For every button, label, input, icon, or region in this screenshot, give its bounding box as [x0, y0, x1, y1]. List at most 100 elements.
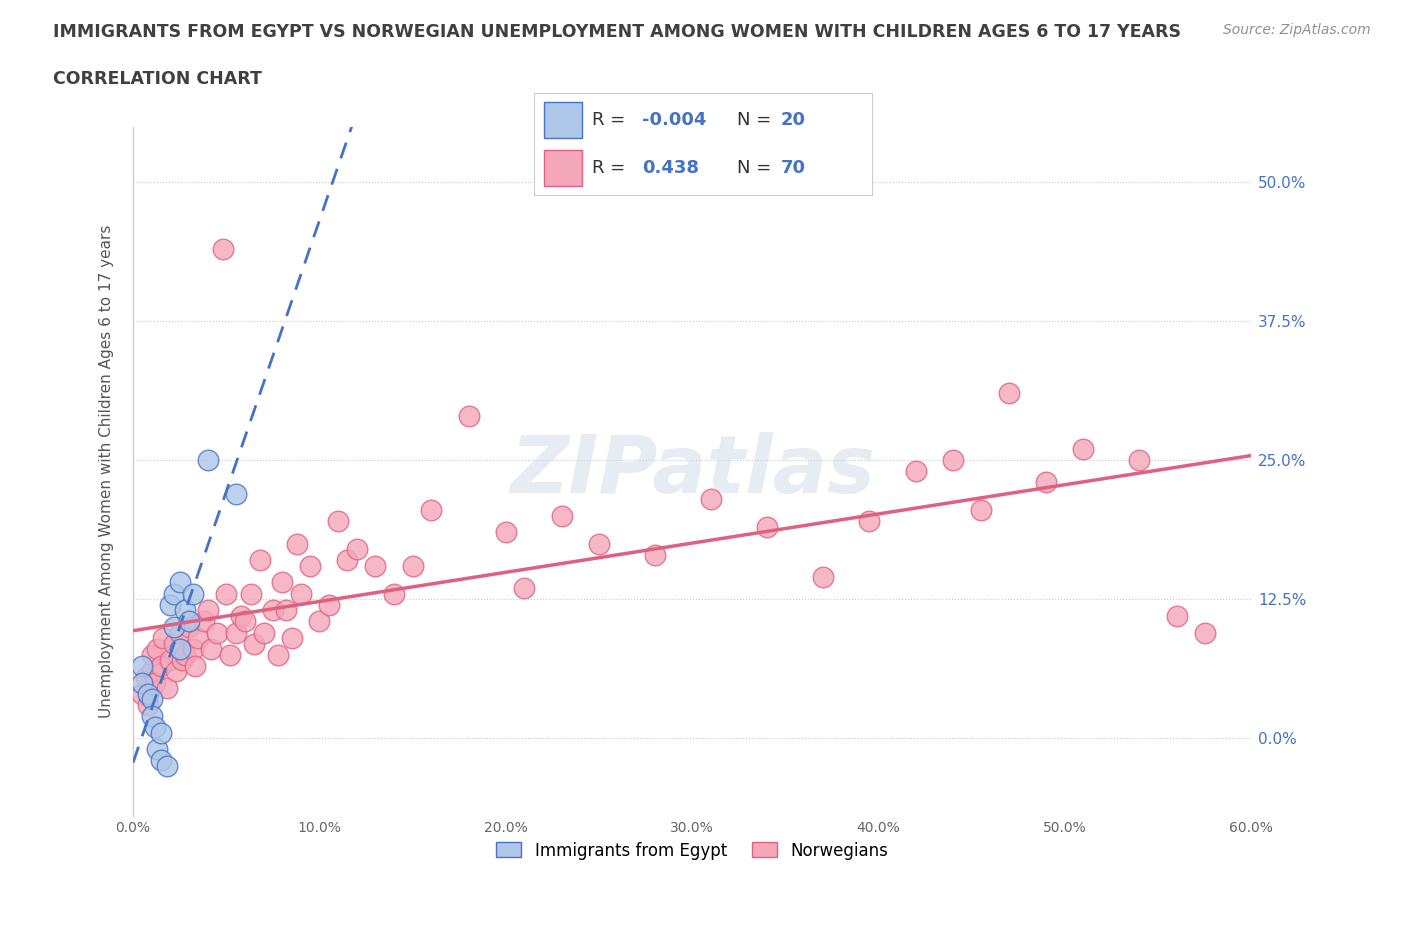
- Point: [159, 653, 181, 668]
- Point: [225, 486, 247, 501]
- Text: R =: R =: [592, 111, 624, 128]
- Point: [326, 514, 349, 529]
- Point: [187, 631, 209, 645]
- Point: [131, 686, 153, 701]
- Point: [346, 541, 368, 556]
- Point: [135, 670, 157, 684]
- Point: [364, 558, 387, 573]
- Point: [145, 675, 167, 690]
- Point: [382, 586, 405, 601]
- Point: [169, 642, 191, 657]
- Point: [150, 658, 173, 673]
- Point: [181, 642, 204, 657]
- Point: [141, 692, 163, 707]
- Point: [177, 614, 200, 629]
- Point: [146, 642, 169, 657]
- Text: -0.004: -0.004: [643, 111, 707, 128]
- Point: [174, 603, 197, 618]
- Text: R =: R =: [592, 159, 624, 177]
- Point: [146, 742, 169, 757]
- Point: [225, 625, 247, 640]
- Point: [156, 759, 179, 774]
- Point: [513, 580, 536, 595]
- Text: N =: N =: [737, 111, 770, 128]
- Text: Source: ZipAtlas.com: Source: ZipAtlas.com: [1223, 23, 1371, 37]
- Point: [267, 647, 290, 662]
- Point: [131, 675, 153, 690]
- Point: [205, 625, 228, 640]
- Point: [811, 569, 834, 584]
- Point: [243, 636, 266, 651]
- Point: [131, 658, 153, 673]
- Point: [588, 536, 610, 551]
- Point: [141, 647, 163, 662]
- Text: ZIPatlas: ZIPatlas: [509, 432, 875, 511]
- Point: [1194, 625, 1216, 640]
- Point: [551, 509, 574, 524]
- Point: [858, 514, 880, 529]
- Point: [165, 664, 187, 679]
- Point: [197, 453, 219, 468]
- Point: [136, 686, 159, 701]
- Point: [145, 720, 167, 735]
- Text: IMMIGRANTS FROM EGYPT VS NORWEGIAN UNEMPLOYMENT AMONG WOMEN WITH CHILDREN AGES 6: IMMIGRANTS FROM EGYPT VS NORWEGIAN UNEMP…: [53, 23, 1181, 41]
- FancyBboxPatch shape: [544, 151, 582, 186]
- Y-axis label: Unemployment Among Women with Children Ages 6 to 17 years: Unemployment Among Women with Children A…: [100, 224, 114, 718]
- Point: [211, 242, 233, 257]
- Point: [1073, 442, 1095, 457]
- Point: [163, 636, 186, 651]
- Point: [299, 558, 322, 573]
- Point: [197, 603, 219, 618]
- Point: [141, 664, 163, 679]
- Point: [159, 597, 181, 612]
- Point: [183, 658, 205, 673]
- Point: [169, 575, 191, 590]
- Text: 70: 70: [780, 159, 806, 177]
- Point: [193, 614, 215, 629]
- Text: N =: N =: [737, 159, 770, 177]
- FancyBboxPatch shape: [544, 102, 582, 138]
- Point: [998, 386, 1021, 401]
- Point: [970, 503, 993, 518]
- Point: [181, 586, 204, 601]
- Point: [150, 753, 173, 768]
- Point: [170, 653, 193, 668]
- Point: [1128, 453, 1150, 468]
- Point: [141, 709, 163, 724]
- Point: [215, 586, 238, 601]
- Text: CORRELATION CHART: CORRELATION CHART: [53, 70, 263, 87]
- Point: [231, 608, 253, 623]
- Point: [495, 525, 517, 540]
- Point: [249, 552, 271, 567]
- Point: [150, 725, 173, 740]
- Point: [200, 642, 222, 657]
- Point: [152, 631, 174, 645]
- Point: [457, 408, 479, 423]
- Point: [174, 647, 197, 662]
- Point: [942, 453, 965, 468]
- Legend: Immigrants from Egypt, Norwegians: Immigrants from Egypt, Norwegians: [489, 835, 894, 866]
- Point: [136, 698, 159, 712]
- Point: [239, 586, 262, 601]
- Point: [233, 614, 256, 629]
- Point: [156, 681, 179, 696]
- Point: [755, 520, 778, 535]
- Point: [401, 558, 423, 573]
- Point: [644, 547, 666, 562]
- Point: [1166, 608, 1188, 623]
- Point: [163, 619, 186, 634]
- Point: [219, 647, 242, 662]
- Point: [274, 603, 297, 618]
- Point: [1035, 475, 1057, 490]
- Point: [700, 492, 723, 507]
- Point: [904, 464, 927, 479]
- Point: [163, 586, 186, 601]
- Point: [318, 597, 340, 612]
- Point: [420, 503, 443, 518]
- Point: [290, 586, 312, 601]
- Point: [262, 603, 284, 618]
- Point: [177, 619, 200, 634]
- Point: [285, 536, 308, 551]
- Point: [169, 625, 191, 640]
- Text: 20: 20: [780, 111, 806, 128]
